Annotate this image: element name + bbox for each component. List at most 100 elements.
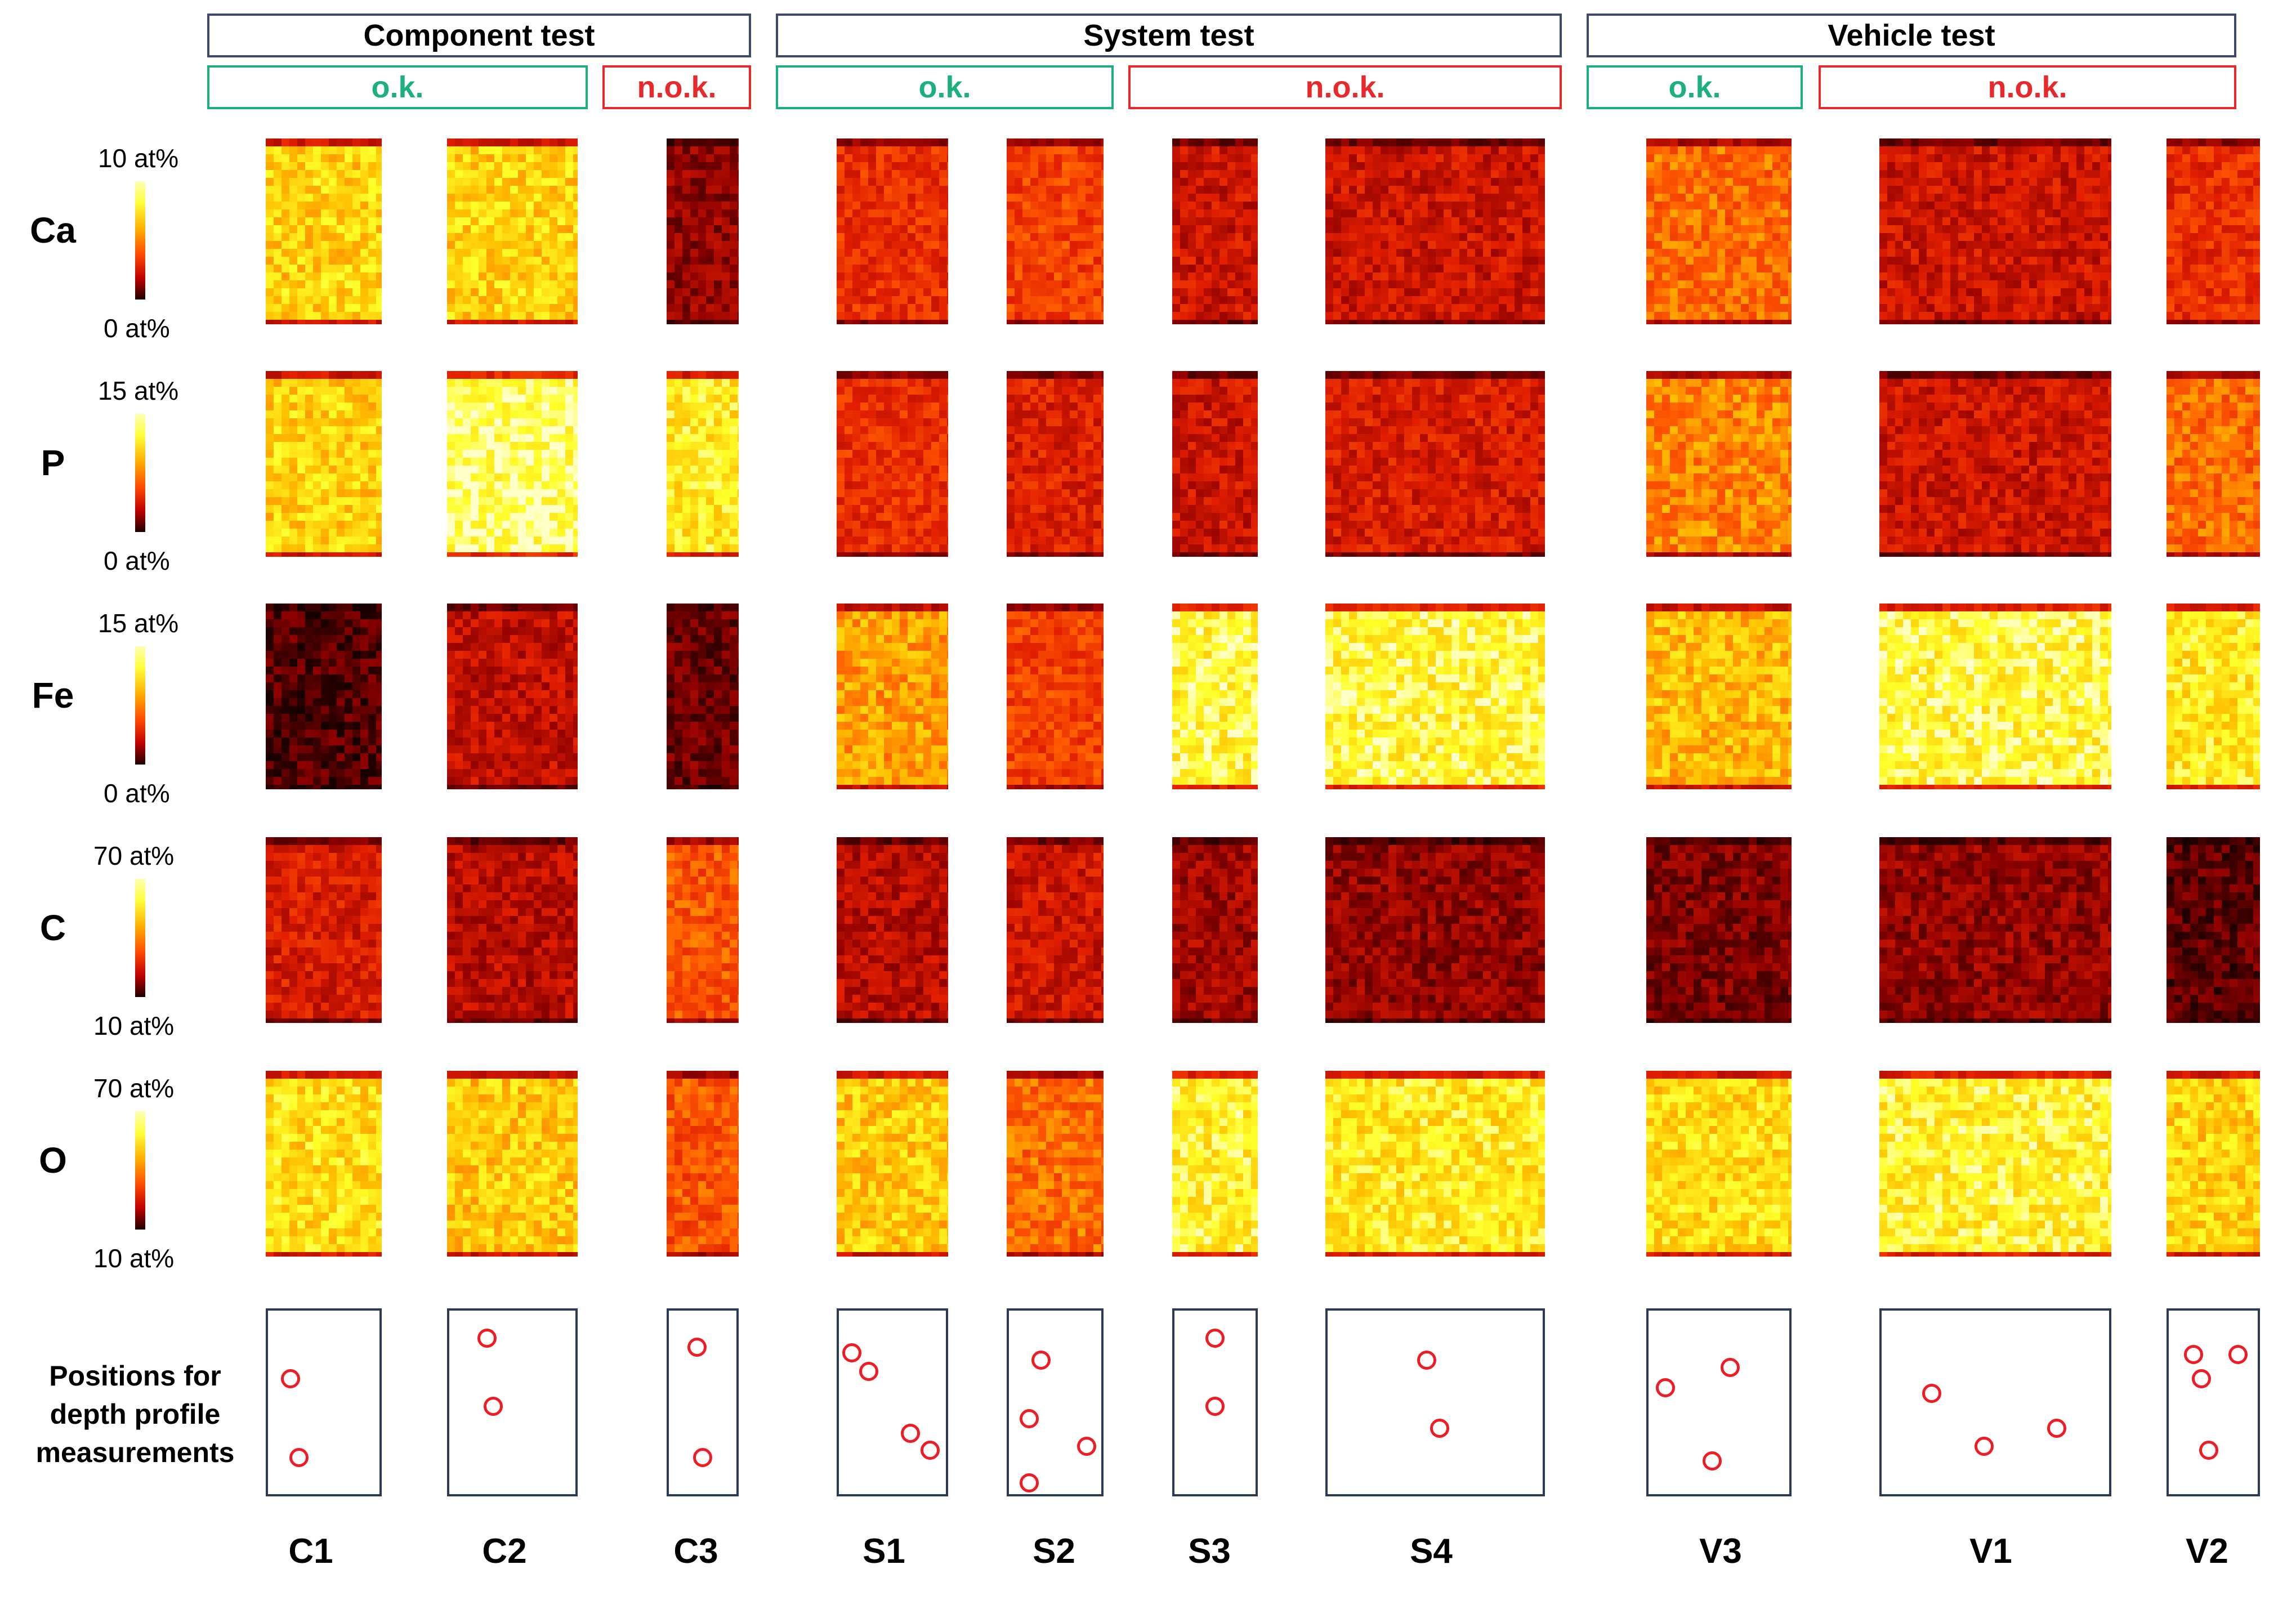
sample-label-s4: S4: [1364, 1531, 1499, 1571]
o-scale-max: 70 at%: [93, 1073, 174, 1103]
map-c-s2: [1007, 837, 1104, 1023]
position-box-s1: [837, 1308, 948, 1496]
measurement-point-marker: [1417, 1351, 1436, 1370]
position-box-v1: [1879, 1308, 2111, 1496]
map-ca-c2: [447, 138, 578, 324]
map-o-s4: [1325, 1071, 1545, 1257]
map-p-v1: [1879, 371, 2111, 557]
fe-scale-max: 15 at%: [98, 608, 178, 638]
map-fe-s4: [1325, 604, 1545, 789]
measurement-point-marker: [289, 1447, 309, 1467]
map-ca-s1: [837, 138, 948, 324]
map-p-v2: [2167, 371, 2260, 557]
map-p-c1: [266, 371, 382, 557]
group-component-test: Component test: [207, 14, 751, 57]
map-fe-c1: [266, 604, 382, 789]
map-c-v1: [1879, 837, 2111, 1023]
map-ca-s3: [1172, 138, 1258, 324]
system-ok-label: o.k.: [776, 65, 1114, 109]
p-color-scale: [135, 414, 145, 532]
ca-scale-max: 10 at%: [98, 143, 178, 173]
measurement-point-marker: [901, 1424, 921, 1443]
measurement-point-marker: [859, 1361, 879, 1381]
component-ok-label: o.k.: [207, 65, 588, 109]
sample-label-c2: C2: [437, 1531, 572, 1571]
map-o-c3: [667, 1071, 739, 1257]
map-ca-v3: [1646, 138, 1792, 324]
measurement-point-marker: [1205, 1396, 1225, 1416]
map-c-s4: [1325, 837, 1545, 1023]
measurement-point-marker: [842, 1343, 861, 1362]
map-p-c3: [667, 371, 739, 557]
position-box-c2: [447, 1308, 578, 1496]
map-ca-s2: [1007, 138, 1104, 324]
sample-label-s3: S3: [1142, 1531, 1277, 1571]
map-o-s1: [837, 1071, 948, 1257]
measurement-point-marker: [1974, 1437, 1994, 1456]
map-c-c2: [447, 837, 578, 1023]
positions-label: Positions for depth profile measurements: [11, 1357, 259, 1472]
map-fe-c3: [667, 604, 739, 789]
sample-label-s1: S1: [816, 1531, 952, 1571]
fe-scale-min: 0 at%: [104, 778, 170, 808]
component-nok-label: n.o.k.: [602, 65, 751, 109]
map-o-s2: [1007, 1071, 1104, 1257]
position-box-v3: [1646, 1308, 1792, 1496]
p-scale-min: 0 at%: [104, 546, 170, 576]
ca-color-scale: [135, 181, 145, 300]
element-label-p: P: [25, 442, 81, 484]
sample-label-v2: V2: [2139, 1531, 2275, 1571]
element-label-fe: Fe: [25, 674, 81, 716]
element-label-c: C: [25, 907, 81, 949]
measurement-point-marker: [477, 1328, 497, 1348]
measurement-point-marker: [1656, 1378, 1675, 1397]
position-box-s3: [1172, 1308, 1258, 1496]
map-c-s1: [837, 837, 948, 1023]
measurement-point-marker: [687, 1338, 707, 1357]
map-o-s3: [1172, 1071, 1258, 1257]
map-c-v3: [1646, 837, 1792, 1023]
measurement-point-marker: [2047, 1418, 2067, 1438]
map-fe-v1: [1879, 604, 2111, 789]
vehicle-ok-label: o.k.: [1587, 65, 1803, 109]
map-p-v3: [1646, 371, 1792, 557]
position-box-v2: [2167, 1308, 2260, 1496]
measurement-point-marker: [920, 1440, 940, 1460]
measurement-point-marker: [1721, 1358, 1740, 1378]
group-system-test: System test: [776, 14, 1562, 57]
measurement-point-marker: [1020, 1473, 1039, 1493]
measurement-point-marker: [1020, 1409, 1039, 1429]
sample-label-v3: V3: [1653, 1531, 1788, 1571]
measurement-point-marker: [1702, 1451, 1722, 1471]
map-o-v3: [1646, 1071, 1792, 1257]
ca-scale-min: 0 at%: [104, 313, 170, 343]
position-box-c1: [266, 1308, 382, 1496]
map-ca-s4: [1325, 138, 1545, 324]
map-c-s3: [1172, 837, 1258, 1023]
measurement-point-marker: [1205, 1328, 1225, 1348]
position-box-s2: [1007, 1308, 1104, 1496]
map-ca-c1: [266, 138, 382, 324]
system-nok-label: n.o.k.: [1128, 65, 1562, 109]
sample-label-c3: C3: [628, 1531, 763, 1571]
measurement-point-marker: [2228, 1345, 2248, 1365]
element-label-o: O: [25, 1139, 81, 1181]
p-scale-max: 15 at%: [98, 376, 178, 406]
map-ca-c3: [667, 138, 739, 324]
group-vehicle-test: Vehicle test: [1587, 14, 2236, 57]
sample-label-v1: V1: [1923, 1531, 2058, 1571]
map-c-c1: [266, 837, 382, 1023]
o-color-scale: [135, 1111, 145, 1230]
position-box-s4: [1325, 1308, 1545, 1496]
c-scale-min: 10 at%: [93, 1011, 174, 1041]
map-c-c3: [667, 837, 739, 1023]
map-p-c2: [447, 371, 578, 557]
vehicle-nok-label: n.o.k.: [1819, 65, 2236, 109]
map-p-s3: [1172, 371, 1258, 557]
fe-color-scale: [135, 646, 145, 765]
element-label-ca: Ca: [25, 209, 81, 251]
position-box-c3: [667, 1308, 739, 1496]
map-ca-v1: [1879, 138, 2111, 324]
measurement-point-marker: [1031, 1351, 1051, 1370]
c-color-scale: [135, 879, 145, 997]
